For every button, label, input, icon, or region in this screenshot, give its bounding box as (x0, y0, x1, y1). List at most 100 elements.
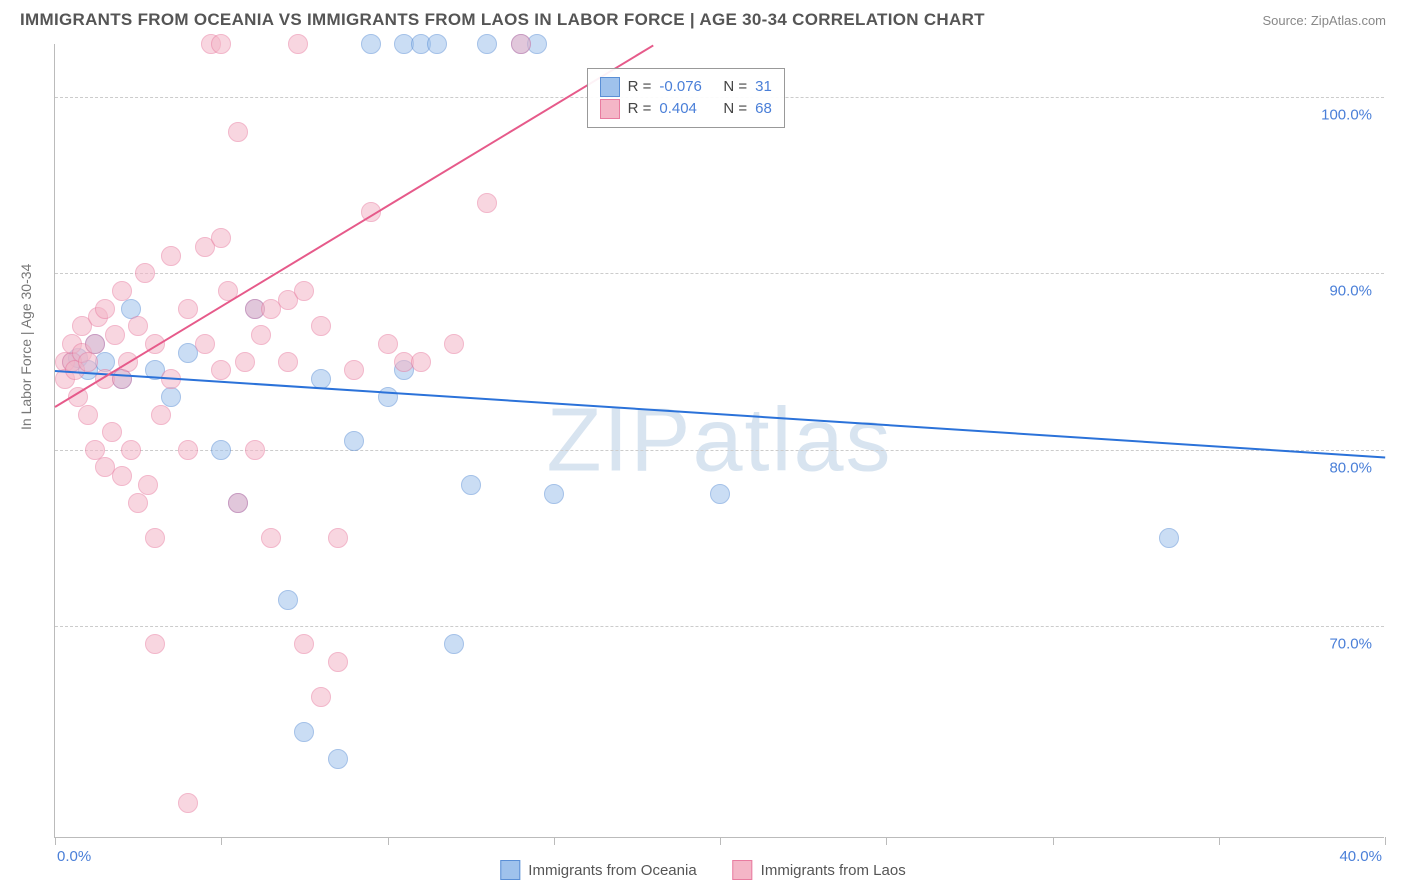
data-point (128, 316, 148, 336)
data-point (102, 422, 122, 442)
data-point (361, 34, 381, 54)
data-point (112, 281, 132, 301)
legend-series-label: Immigrants from Oceania (528, 862, 696, 879)
x-tick-label-left: 0.0% (57, 848, 91, 865)
data-point (228, 493, 248, 513)
data-point (178, 793, 198, 813)
data-point (344, 431, 364, 451)
x-tick (388, 837, 389, 845)
data-point (145, 528, 165, 548)
data-point (544, 484, 564, 504)
data-point (85, 334, 105, 354)
legend-n-label: N = (723, 78, 747, 95)
data-point (235, 352, 255, 372)
data-point (195, 334, 215, 354)
data-point (278, 590, 298, 610)
data-point (328, 652, 348, 672)
data-point (411, 352, 431, 372)
data-point (161, 387, 181, 407)
y-tick-label: 90.0% (1329, 283, 1372, 300)
data-point (288, 34, 308, 54)
x-tick (1219, 837, 1220, 845)
data-point (378, 387, 398, 407)
scatter-chart: ZIPatlas 70.0%80.0%90.0%100.0%0.0%40.0%R… (54, 44, 1384, 838)
legend-swatch (600, 77, 620, 97)
data-point (245, 440, 265, 460)
x-tick (221, 837, 222, 845)
x-tick (55, 837, 56, 845)
legend-swatch (733, 860, 753, 880)
legend-n-label: N = (723, 100, 747, 117)
y-tick-label: 80.0% (1329, 459, 1372, 476)
data-point (95, 299, 115, 319)
correlation-legend: R = -0.076 N = 31 R = 0.404 N = 68 (587, 68, 785, 128)
legend-swatch (600, 99, 620, 119)
data-point (178, 440, 198, 460)
legend-r-label: R = (628, 100, 652, 117)
data-point (151, 405, 171, 425)
legend-row: R = -0.076 N = 31 (600, 77, 772, 97)
x-tick (554, 837, 555, 845)
data-point (444, 334, 464, 354)
data-point (477, 193, 497, 213)
grid-line-h (55, 626, 1384, 627)
y-tick-label: 100.0% (1321, 106, 1372, 123)
data-point (477, 34, 497, 54)
data-point (444, 634, 464, 654)
data-point (328, 749, 348, 769)
data-point (294, 722, 314, 742)
data-point (278, 352, 298, 372)
chart-title: IMMIGRANTS FROM OCEANIA VS IMMIGRANTS FR… (20, 10, 985, 30)
data-point (121, 440, 141, 460)
data-point (378, 334, 398, 354)
x-tick (1053, 837, 1054, 845)
trend-line (54, 44, 654, 407)
data-point (1159, 528, 1179, 548)
data-point (427, 34, 447, 54)
data-point (211, 34, 231, 54)
data-point (112, 369, 132, 389)
legend-r-value: -0.076 (659, 78, 715, 95)
data-point (145, 634, 165, 654)
data-point (261, 528, 281, 548)
data-point (211, 440, 231, 460)
legend-r-value: 0.404 (659, 100, 715, 117)
legend-series-label: Immigrants from Laos (761, 862, 906, 879)
data-point (105, 325, 125, 345)
data-point (128, 493, 148, 513)
data-point (311, 316, 331, 336)
data-point (311, 687, 331, 707)
data-point (294, 281, 314, 301)
data-point (112, 466, 132, 486)
y-tick-label: 70.0% (1329, 636, 1372, 653)
data-point (461, 475, 481, 495)
x-tick-label-right: 40.0% (1339, 848, 1382, 865)
data-point (328, 528, 348, 548)
bottom-legend-item: Immigrants from Oceania (500, 860, 696, 880)
data-point (251, 325, 271, 345)
x-tick (720, 837, 721, 845)
grid-line-h (55, 273, 1384, 274)
x-tick (886, 837, 887, 845)
data-point (78, 405, 98, 425)
source-attribution: Source: ZipAtlas.com (1262, 13, 1386, 28)
y-axis-title: In Labor Force | Age 30-34 (18, 264, 34, 430)
x-tick (1385, 837, 1386, 845)
data-point (511, 34, 531, 54)
data-point (294, 634, 314, 654)
legend-r-label: R = (628, 78, 652, 95)
data-point (228, 122, 248, 142)
data-point (211, 360, 231, 380)
data-point (710, 484, 730, 504)
legend-n-value: 68 (755, 100, 772, 117)
data-point (161, 246, 181, 266)
data-point (344, 360, 364, 380)
legend-row: R = 0.404 N = 68 (600, 99, 772, 119)
legend-swatch (500, 860, 520, 880)
data-point (178, 299, 198, 319)
data-point (138, 475, 158, 495)
bottom-legend-item: Immigrants from Laos (733, 860, 906, 880)
data-point (211, 228, 231, 248)
legend-n-value: 31 (755, 78, 772, 95)
bottom-legend: Immigrants from Oceania Immigrants from L… (500, 860, 905, 880)
